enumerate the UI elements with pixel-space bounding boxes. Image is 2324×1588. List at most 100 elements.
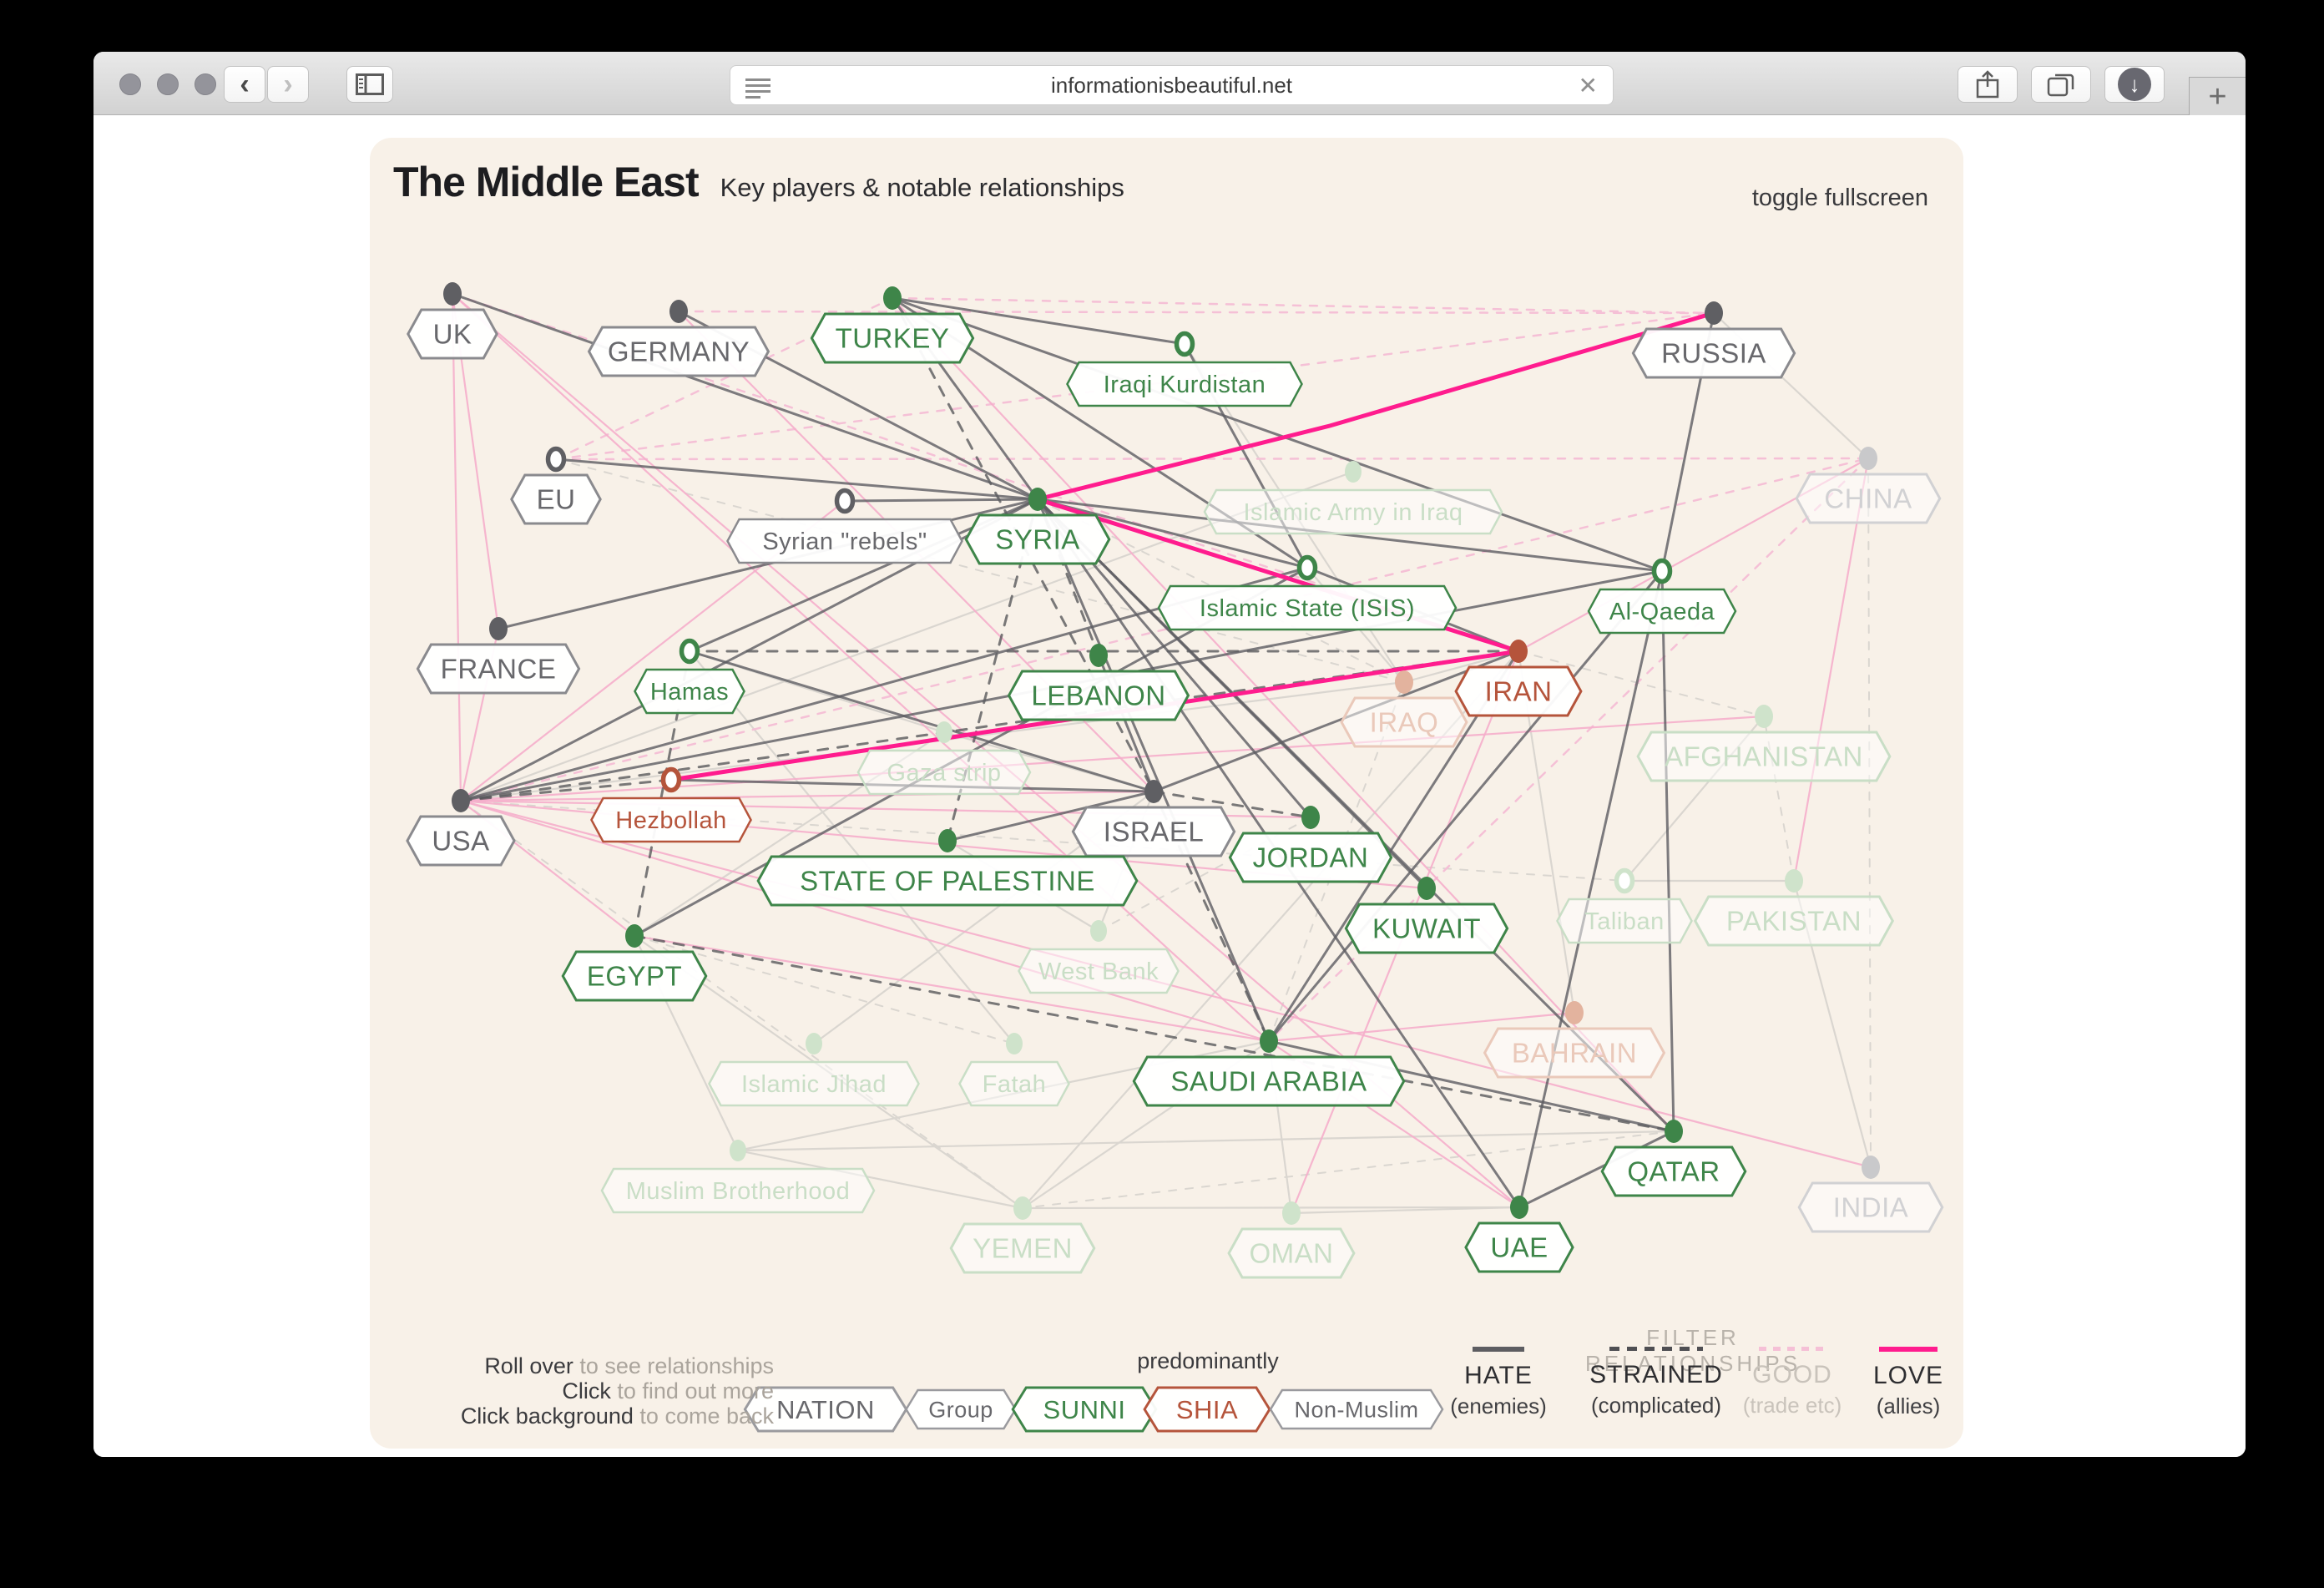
edge-syria-rebels-hate bbox=[843, 498, 1039, 503]
legend-pill-shia[interactable]: SHIA bbox=[1143, 1386, 1271, 1433]
browser-titlebar: ‹ › informationisbeautiful.net ✕ bbox=[93, 52, 2246, 117]
node-islamicjihad[interactable]: Islamic Jihad bbox=[708, 1033, 920, 1107]
node-syria[interactable]: SYRIA bbox=[964, 488, 1111, 565]
new-tab-button[interactable]: + bbox=[2189, 77, 2246, 117]
node-egypt[interactable]: EGYPT bbox=[561, 924, 708, 1002]
stop-loading-icon[interactable]: ✕ bbox=[1578, 73, 1598, 99]
node-israel[interactable]: ISRAEL bbox=[1071, 780, 1236, 857]
edge-iran-israel-hate bbox=[1152, 650, 1520, 793]
edge-saudi-bahrain-love2 bbox=[1267, 1011, 1576, 1043]
edge-iran-iraq-fade bbox=[1402, 650, 1520, 684]
svg-text:CHINA: CHINA bbox=[1824, 483, 1912, 514]
toggle-fullscreen-link[interactable]: toggle fullscreen bbox=[1751, 185, 1928, 211]
node-china[interactable]: CHINA bbox=[1795, 447, 1942, 524]
node-pakistan[interactable]: PAKISTAN bbox=[1693, 869, 1895, 947]
edge-usa-hezbollah-strained bbox=[459, 778, 673, 802]
minimize-window-icon[interactable] bbox=[157, 73, 179, 95]
back-button[interactable]: ‹ bbox=[224, 66, 265, 103]
node-isis[interactable]: Islamic State (ISIS) bbox=[1157, 554, 1458, 631]
reader-icon[interactable] bbox=[745, 75, 770, 102]
instruction-lead: Click background bbox=[460, 1403, 634, 1429]
edge-turkey-russia-good bbox=[891, 296, 1715, 315]
svg-text:FRANCE: FRANCE bbox=[441, 654, 557, 685]
svg-text:Iraqi Kurdistan: Iraqi Kurdistan bbox=[1104, 372, 1266, 398]
node-qatar[interactable]: QATAR bbox=[1600, 1120, 1747, 1197]
node-kuwait[interactable]: KUWAIT bbox=[1344, 877, 1509, 954]
edge-germany-russia-good bbox=[677, 310, 1715, 315]
close-window-icon[interactable] bbox=[119, 73, 141, 95]
node-rebels[interactable]: Syrian "rebels" bbox=[726, 488, 963, 564]
node-germany[interactable]: GERMANY bbox=[587, 300, 770, 377]
node-gaza[interactable]: Gaza strip bbox=[856, 721, 1032, 796]
node-turkey[interactable]: TURKEY bbox=[810, 286, 975, 364]
edge-egypt-qatar-strained bbox=[633, 934, 1675, 1133]
edge-uae-yemen-fade bbox=[1021, 1206, 1521, 1210]
node-taliban[interactable]: Taliban bbox=[1556, 867, 1693, 944]
node-uk[interactable]: UK bbox=[407, 282, 498, 360]
instruction-line: Click background to come back bbox=[460, 1403, 774, 1429]
node-india[interactable]: INDIA bbox=[1797, 1156, 1944, 1233]
node-bahrain[interactable]: BAHRAIN bbox=[1483, 1001, 1666, 1079]
node-kurdistan[interactable]: Iraqi Kurdistan bbox=[1066, 331, 1303, 407]
node-iraq[interactable]: IRAQ bbox=[1340, 670, 1468, 748]
visualization-panel[interactable]: CHINA Islamic Army in Iraq IRAQ AFGHANISTAN… bbox=[370, 138, 1963, 1449]
node-westbank[interactable]: West Bank bbox=[1018, 920, 1180, 994]
node-palestine[interactable]: STATE OF PALESTINE bbox=[756, 829, 1139, 907]
svg-text:Hamas: Hamas bbox=[650, 679, 729, 705]
zoom-window-icon[interactable] bbox=[195, 73, 216, 95]
edge-uae-qatar-hate bbox=[1518, 1130, 1675, 1209]
traffic-lights[interactable] bbox=[119, 73, 216, 95]
downloads-button[interactable]: ↓ bbox=[2104, 66, 2165, 103]
edge-usa-uk-love2 bbox=[451, 292, 462, 802]
filter-item-love[interactable]: LOVE (allies) bbox=[1833, 1347, 1983, 1419]
page-title: The Middle East bbox=[393, 159, 700, 205]
node-hamas[interactable]: Hamas bbox=[634, 638, 745, 715]
node-lebanon[interactable]: LEBANON bbox=[1007, 644, 1190, 721]
node-fatah[interactable]: Fatah bbox=[958, 1033, 1070, 1107]
node-afghanistan[interactable]: AFGHANISTAN bbox=[1636, 705, 1892, 782]
node-yemen[interactable]: YEMEN bbox=[949, 1196, 1096, 1274]
url-text: informationisbeautiful.net bbox=[1050, 72, 1293, 98]
node-france[interactable]: FRANCE bbox=[416, 617, 581, 695]
edge-usa-israel-love2 bbox=[459, 790, 1155, 802]
predominantly-label: predominantly bbox=[1137, 1348, 1279, 1373]
node-eu[interactable]: EU bbox=[510, 446, 602, 525]
filter-label: LOVE bbox=[1872, 1362, 1944, 1389]
edge-china-pakistan-love2 bbox=[1792, 457, 1870, 883]
edge-hamas-israel-hate bbox=[688, 650, 1155, 793]
node-oman[interactable]: OMAN bbox=[1227, 1201, 1356, 1279]
node-islamicarmy[interactable]: Islamic Army in Iraq bbox=[1203, 461, 1503, 535]
node-iran[interactable]: IRAN bbox=[1454, 640, 1583, 717]
node-alqaeda[interactable]: Al-Qaeda bbox=[1587, 558, 1737, 635]
forward-button[interactable]: › bbox=[267, 66, 309, 103]
edge-muslimbrotherhood-yemen-fade bbox=[736, 1149, 1024, 1210]
node-uae[interactable]: UAE bbox=[1464, 1196, 1574, 1273]
page-content: CHINA Islamic Army in Iraq IRAQ AFGHANISTAN… bbox=[93, 115, 2246, 1457]
download-icon: ↓ bbox=[2118, 68, 2151, 101]
edge-uk-saudi-love2 bbox=[451, 292, 1271, 1043]
svg-text:Islamic Jihad: Islamic Jihad bbox=[741, 1071, 887, 1098]
node-russia[interactable]: RUSSIA bbox=[1631, 301, 1796, 379]
svg-text:SUNNI: SUNNI bbox=[1043, 1395, 1126, 1424]
edge-qatar-turkey-love2 bbox=[891, 296, 1675, 1133]
filter-sublabel: (enemies) bbox=[1450, 1393, 1547, 1419]
filter-item-strained[interactable]: STRAINED (complicated) bbox=[1581, 1347, 1731, 1419]
share-button[interactable] bbox=[1958, 66, 2018, 103]
node-jordan[interactable]: JORDAN bbox=[1228, 806, 1393, 883]
sidebar-toggle-button[interactable] bbox=[346, 66, 393, 103]
node-hezbollah[interactable]: Hezbollah bbox=[590, 766, 752, 843]
filter-item-hate[interactable]: HATE (enemies) bbox=[1423, 1347, 1574, 1419]
node-saudi[interactable]: SAUDI ARABIA bbox=[1132, 1029, 1406, 1107]
hate-line-swatch bbox=[1473, 1347, 1524, 1352]
legend-pill-sunni[interactable]: SUNNI bbox=[1011, 1386, 1158, 1433]
instruction-lead: Click bbox=[562, 1378, 611, 1403]
svg-text:USA: USA bbox=[432, 826, 489, 857]
legend-pill-non-muslim[interactable]: Non-Muslim bbox=[1269, 1388, 1444, 1430]
legend-pill-group[interactable]: Group bbox=[905, 1388, 1017, 1430]
url-field[interactable]: informationisbeautiful.net ✕ bbox=[730, 65, 1614, 105]
node-muslimbrotherhood[interactable]: Muslim Brotherhood bbox=[600, 1140, 876, 1214]
edge-syria-eu-hate bbox=[554, 458, 1039, 501]
tabs-overview-button[interactable] bbox=[2031, 66, 2091, 103]
node-usa[interactable]: USA bbox=[406, 789, 516, 867]
filter-item-good[interactable]: GOOD (trade etc) bbox=[1717, 1347, 1867, 1419]
